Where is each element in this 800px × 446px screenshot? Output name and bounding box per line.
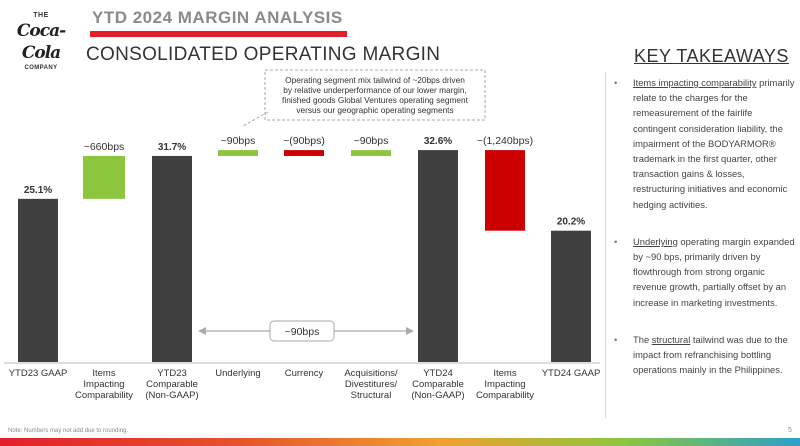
bracket-label-box bbox=[269, 320, 335, 342]
takeaway-pre: The bbox=[633, 333, 652, 345]
waterfall-chart: 25.1%YTD23 GAAP~660bpsItemsImpactingComp… bbox=[4, 69, 600, 401]
takeaway-item: The structural tailwind was due to the i… bbox=[614, 332, 796, 378]
takeaway-lead: Items impacting comparability bbox=[633, 77, 757, 88]
bar-7 bbox=[418, 150, 458, 362]
brand-gradient-bar bbox=[0, 438, 800, 446]
takeaways-divider bbox=[605, 72, 606, 418]
bar-value-label: 31.7% bbox=[158, 142, 186, 153]
bar-value-label: ~(90bps) bbox=[283, 135, 325, 147]
category-label: Impacting bbox=[83, 379, 124, 390]
category-label: (Non-GAAP) bbox=[411, 390, 464, 401]
bracket-arrow-left-icon bbox=[198, 327, 206, 335]
bar-2 bbox=[83, 155, 125, 199]
category-label: Comparability bbox=[75, 390, 133, 401]
takeaway-text: tailwind was due to the impact from refr… bbox=[633, 333, 788, 376]
category-label: Impacting bbox=[484, 379, 525, 390]
category-label: Currency bbox=[285, 368, 324, 379]
callout-box bbox=[264, 69, 486, 121]
key-takeaways-title: KEY TAKEAWAYS bbox=[634, 46, 789, 66]
takeaway-item: Items impacting comparability primarily … bbox=[614, 75, 796, 212]
category-label: Items bbox=[493, 368, 516, 379]
title-accent-bar bbox=[90, 31, 347, 37]
bar-value-label: ~(1,240bps) bbox=[477, 135, 533, 147]
category-label: Acquisitions/ bbox=[344, 368, 398, 379]
bar-5 bbox=[284, 150, 324, 156]
chart-subtitle: CONSOLIDATED OPERATING MARGIN bbox=[86, 44, 441, 65]
category-label: Divestitures/ bbox=[345, 379, 398, 390]
logo-script: Coca-Cola bbox=[16, 21, 66, 63]
page-number: 5 bbox=[788, 427, 792, 434]
bar-8 bbox=[485, 150, 525, 231]
takeaway-text: operating margin expanded by ~90 bps, pr… bbox=[633, 235, 795, 308]
category-label: Comparable bbox=[412, 379, 464, 390]
category-label: Comparable bbox=[146, 379, 198, 390]
callout-text: Operating segment mix tailwind of ~20bps… bbox=[285, 75, 465, 85]
category-label: Underlying bbox=[215, 368, 260, 379]
logo-bottom-text: COMPANY bbox=[24, 65, 58, 71]
bar-value-label: ~90bps bbox=[354, 135, 389, 147]
category-label: YTD24 GAAP bbox=[542, 368, 600, 379]
bracket-label: ~90bps bbox=[285, 326, 320, 338]
bars-layer bbox=[4, 150, 600, 364]
bar-4 bbox=[218, 150, 258, 156]
takeaways-list: Items impacting comparability primarily … bbox=[614, 75, 796, 399]
takeaway-lead: structural bbox=[651, 333, 691, 345]
category-label: YTD23 bbox=[157, 368, 187, 379]
bar-6 bbox=[351, 150, 391, 156]
logo-top-text: THE bbox=[33, 12, 49, 19]
takeaway-text: primarily relate to the charges for the … bbox=[633, 77, 795, 210]
bar-value-label: ~90bps bbox=[221, 135, 256, 147]
coca-cola-logo: THE Coca-Cola COMPANY bbox=[8, 12, 74, 71]
callout-text: versus our geographic operating segments bbox=[296, 105, 453, 115]
footnote: Note: Numbers may not add due to roundin… bbox=[8, 428, 129, 434]
category-label: Items bbox=[92, 368, 115, 379]
category-label: YTD24 bbox=[423, 368, 453, 379]
bar-value-label: 25.1% bbox=[24, 185, 52, 196]
callout-layer: ~90bps Operating segment mix tailwind of … bbox=[198, 69, 486, 342]
takeaway-lead: Underlying bbox=[633, 235, 678, 247]
bar-9 bbox=[551, 230, 591, 362]
bar-3 bbox=[152, 155, 192, 362]
category-label: Structural bbox=[351, 390, 392, 401]
bar-value-label: 32.6% bbox=[424, 136, 452, 147]
bracket-arrow-right-icon bbox=[406, 327, 414, 335]
callout-text: finished goods Global Ventures operating… bbox=[282, 95, 469, 105]
category-label: YTD23 GAAP bbox=[9, 368, 68, 379]
labels-layer: 25.1%YTD23 GAAP~660bpsItemsImpactingComp… bbox=[9, 135, 600, 401]
bar-value-label: 20.2% bbox=[557, 217, 585, 228]
bar-1 bbox=[18, 198, 58, 362]
bar-value-label: ~660bps bbox=[84, 141, 125, 153]
category-label: (Non-GAAP) bbox=[145, 390, 198, 401]
callout-text: by relative underperformance of our lowe… bbox=[283, 85, 467, 95]
category-label: Comparability bbox=[476, 390, 534, 401]
page-title: YTD 2024 MARGIN ANALYSIS bbox=[92, 8, 343, 27]
takeaway-item: Underlying operating margin expanded by … bbox=[614, 234, 796, 310]
callout-pointer bbox=[242, 111, 269, 127]
